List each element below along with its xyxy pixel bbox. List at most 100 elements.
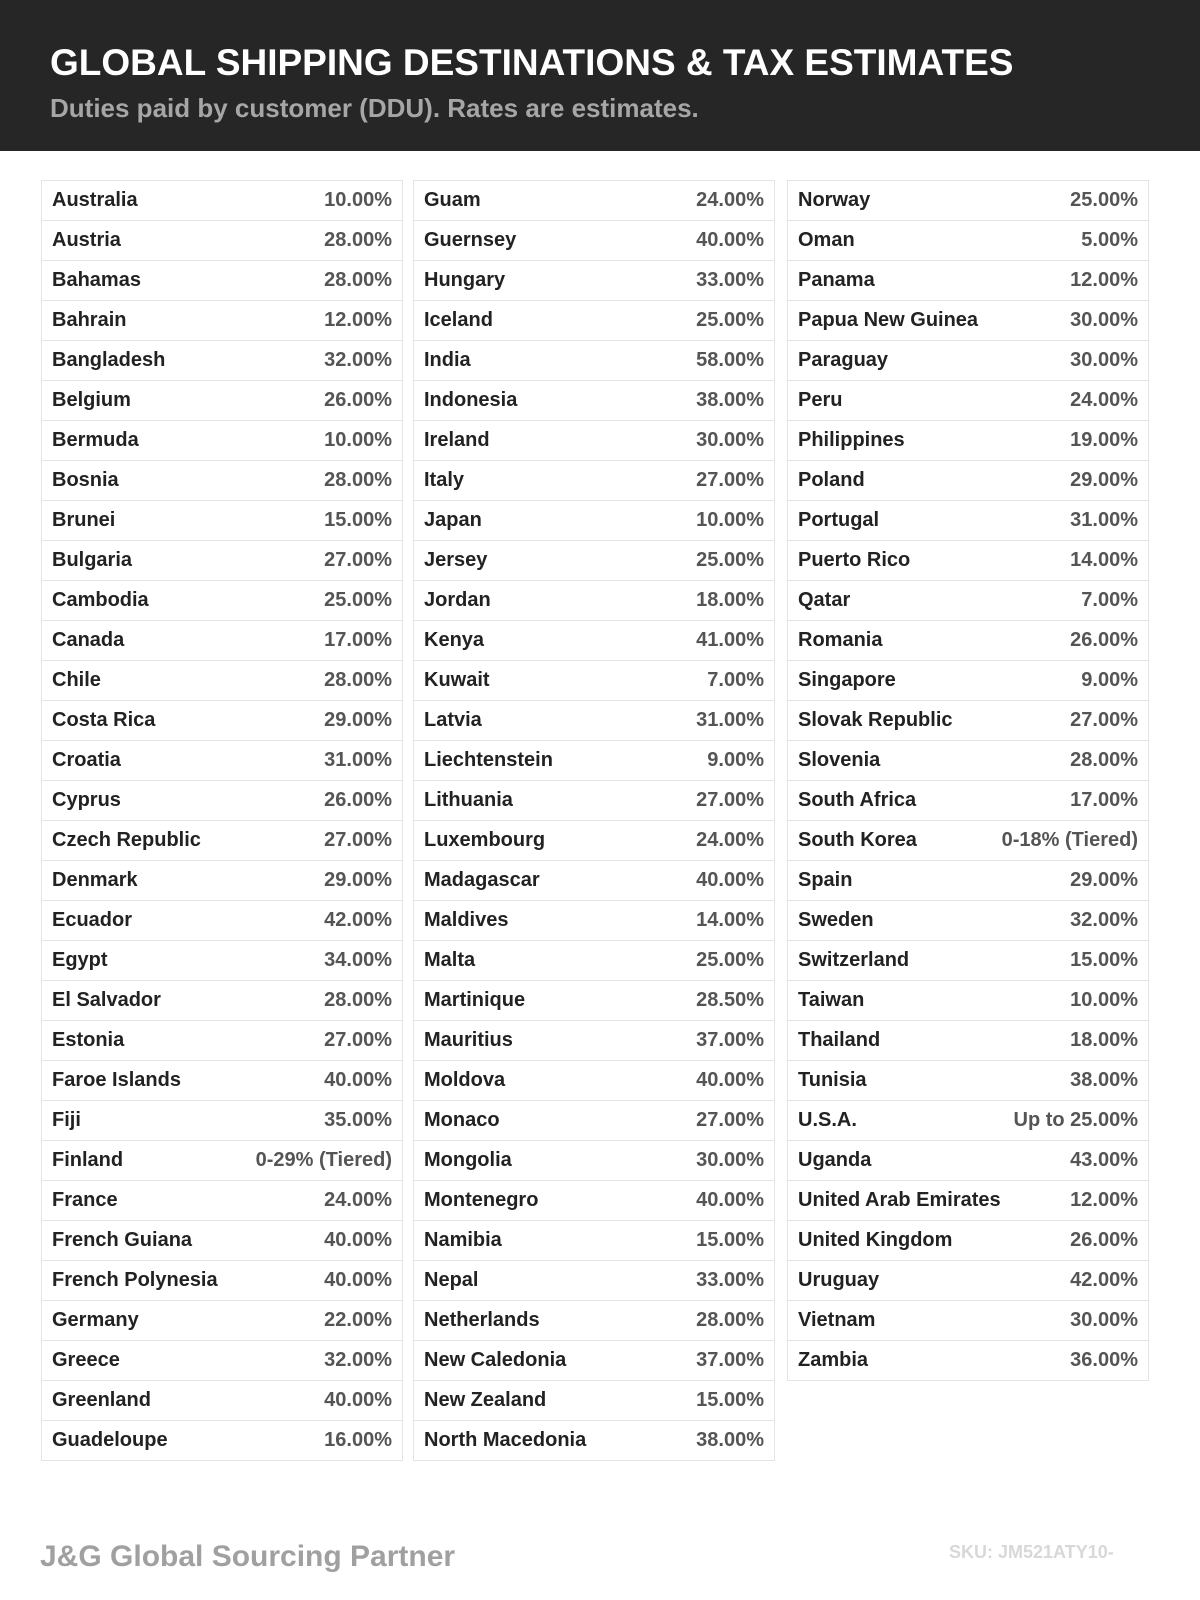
table-row: Brunei 15.00% xyxy=(41,501,403,541)
table-row: Panama 12.00% xyxy=(787,261,1149,301)
tax-rate: 41.00% xyxy=(696,629,764,651)
table-row: Jersey 25.00% xyxy=(413,541,775,581)
tax-rate: 28.00% xyxy=(324,989,392,1011)
brand: J&G Global Sourcing Partner xyxy=(40,1540,456,1573)
tax-rate: 25.00% xyxy=(1070,189,1138,211)
country: Chile xyxy=(52,669,101,691)
table-row: Malta 25.00% xyxy=(413,941,775,981)
country: Indonesia xyxy=(424,389,518,411)
table-column: Australia 10.00% Austria 28.00% Bahamas 28.00… xyxy=(41,180,403,1461)
country: North Macedonia xyxy=(424,1429,587,1451)
country: Cambodia xyxy=(52,589,149,611)
table-row: Hungary 33.00% xyxy=(413,261,775,301)
country: Madagascar xyxy=(424,869,540,891)
table-row: Slovak Republic 27.00% xyxy=(787,701,1149,741)
tax-rate: 30.00% xyxy=(696,429,764,451)
country: Mauritius xyxy=(424,1029,513,1051)
table-row: Czech Republic 27.00% xyxy=(41,821,403,861)
table-row: Guadeloupe 16.00% xyxy=(41,1421,403,1461)
country: Czech Republic xyxy=(52,829,201,851)
tax-rate: 40.00% xyxy=(324,1269,392,1291)
country: Luxembourg xyxy=(424,829,546,851)
country: Taiwan xyxy=(798,989,865,1011)
table-row: U.S.A. Up to 25.00% xyxy=(787,1101,1149,1141)
country: Peru xyxy=(798,389,843,411)
country: New Caledonia xyxy=(424,1349,567,1371)
tax-rate: 25.00% xyxy=(696,309,764,331)
country: Nepal xyxy=(424,1269,479,1291)
tax-rate: 31.00% xyxy=(1070,509,1138,531)
tax-rate: 12.00% xyxy=(324,309,392,331)
country: Netherlands xyxy=(424,1309,540,1331)
country: Montenegro xyxy=(424,1189,539,1211)
country: Latvia xyxy=(424,709,482,731)
table-row: Bosnia 28.00% xyxy=(41,461,403,501)
tax-rate: 43.00% xyxy=(1070,1149,1138,1171)
tax-rate: 25.00% xyxy=(696,549,764,571)
table-row: Liechtenstein 9.00% xyxy=(413,741,775,781)
country: French Polynesia xyxy=(52,1269,218,1291)
table-row: New Caledonia 37.00% xyxy=(413,1341,775,1381)
tax-rate: 35.00% xyxy=(324,1109,392,1131)
country: India xyxy=(424,349,471,371)
table-row: Moldova 40.00% xyxy=(413,1061,775,1101)
table-row: Germany 22.00% xyxy=(41,1301,403,1341)
country: Romania xyxy=(798,629,883,651)
country: Italy xyxy=(424,469,465,491)
country: Uganda xyxy=(798,1149,872,1171)
country: Puerto Rico xyxy=(798,549,911,571)
table-row: Bahamas 28.00% xyxy=(41,261,403,301)
tax-rate: 34.00% xyxy=(324,949,392,971)
tax-rate: 28.00% xyxy=(324,269,392,291)
table-row: South Africa 17.00% xyxy=(787,781,1149,821)
country: Guadeloupe xyxy=(52,1429,168,1451)
tax-rate: 58.00% xyxy=(696,349,764,371)
table-row: Canada 17.00% xyxy=(41,621,403,661)
table-row: Guernsey 40.00% xyxy=(413,221,775,261)
country: Mongolia xyxy=(424,1149,512,1171)
country: United Kingdom xyxy=(798,1229,953,1251)
tax-rate: 38.00% xyxy=(696,389,764,411)
tax-rate: 33.00% xyxy=(696,269,764,291)
tax-rate: 32.00% xyxy=(324,1349,392,1371)
country: Belgium xyxy=(52,389,131,411)
tax-rate: 30.00% xyxy=(1070,1309,1138,1331)
tax-rate: 40.00% xyxy=(696,869,764,891)
country: Egypt xyxy=(52,949,108,971)
tax-rate: 40.00% xyxy=(324,1389,392,1411)
table-row: Norway 25.00% xyxy=(787,181,1149,221)
table-row: Australia 10.00% xyxy=(41,181,403,221)
country: Zambia xyxy=(798,1349,869,1371)
country: Maldives xyxy=(424,909,509,931)
table-row: Finland 0-29% (Tiered) xyxy=(41,1141,403,1181)
table-row: Tunisia 38.00% xyxy=(787,1061,1149,1101)
country: Australia xyxy=(52,189,138,211)
table-row: Portugal 31.00% xyxy=(787,501,1149,541)
table-row: Greece 32.00% xyxy=(41,1341,403,1381)
table-column: Guam 24.00% Guernsey 40.00% Hungary 33.00% Ice… xyxy=(413,180,775,1461)
country: Tunisia xyxy=(798,1069,867,1091)
table-row: El Salvador 28.00% xyxy=(41,981,403,1021)
tax-rate: 27.00% xyxy=(696,789,764,811)
country: Monaco xyxy=(424,1109,500,1131)
table-row: Italy 27.00% xyxy=(413,461,775,501)
table-row: North Macedonia 38.00% xyxy=(413,1421,775,1461)
tax-rate: 28.00% xyxy=(696,1309,764,1331)
country: Canada xyxy=(52,629,125,651)
tax-rate: 30.00% xyxy=(696,1149,764,1171)
tax-rate: 28.50% xyxy=(696,989,764,1011)
table-row: Kenya 41.00% xyxy=(413,621,775,661)
country: Oman xyxy=(798,229,855,251)
country: Kenya xyxy=(424,629,485,651)
country: Estonia xyxy=(52,1029,125,1051)
table-row: Singapore 9.00% xyxy=(787,661,1149,701)
table-row: Ecuador 42.00% xyxy=(41,901,403,941)
tax-rate: 32.00% xyxy=(324,349,392,371)
table-row: Greenland 40.00% xyxy=(41,1381,403,1421)
table-row: Uganda 43.00% xyxy=(787,1141,1149,1181)
tax-rate: 25.00% xyxy=(324,589,392,611)
country: Bosnia xyxy=(52,469,119,491)
table-row: French Polynesia 40.00% xyxy=(41,1261,403,1301)
country: Moldova xyxy=(424,1069,506,1091)
table-row: Costa Rica 29.00% xyxy=(41,701,403,741)
